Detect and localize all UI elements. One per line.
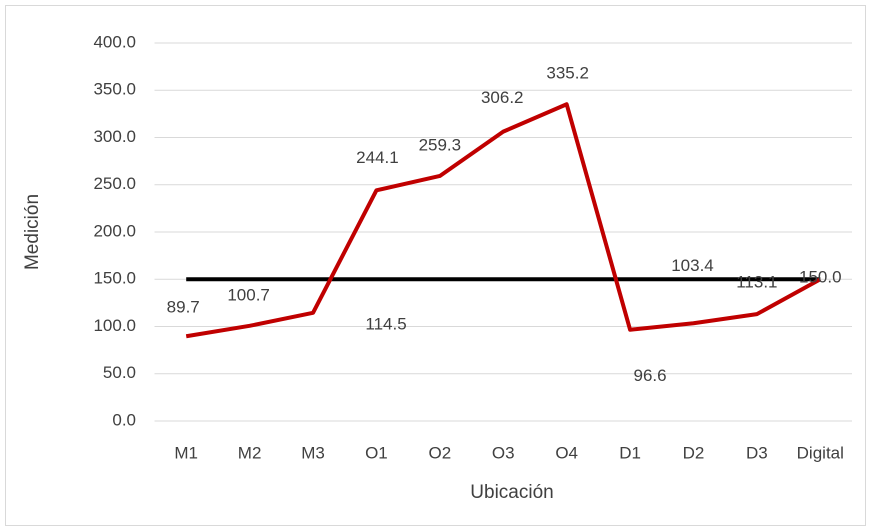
chart-border xyxy=(5,5,866,526)
x-tick-label: O1 xyxy=(365,443,388,462)
x-tick-label: D3 xyxy=(746,443,768,462)
y-tick-label: 400.0 xyxy=(93,32,136,51)
x-tick-label: D1 xyxy=(619,443,641,462)
data-label: 150.0 xyxy=(799,268,842,287)
x-axis-title: Ubicación xyxy=(470,482,553,503)
y-tick-label: 0.0 xyxy=(112,410,136,429)
data-label: 259.3 xyxy=(419,135,462,154)
data-label: 89.7 xyxy=(167,298,200,317)
y-tick-label: 100.0 xyxy=(93,316,136,335)
data-label: 103.4 xyxy=(671,256,714,275)
y-axis-title: Medición xyxy=(22,194,43,270)
data-label: 335.2 xyxy=(546,64,589,83)
y-tick-label: 200.0 xyxy=(93,221,136,240)
data-label: 100.7 xyxy=(227,285,270,304)
y-tick-label: 350.0 xyxy=(93,80,136,99)
series-line xyxy=(185,102,822,339)
data-label: 114.5 xyxy=(365,314,406,333)
data-label: 96.6 xyxy=(634,366,667,385)
x-tick-label: M1 xyxy=(174,443,198,462)
x-tick-label: O3 xyxy=(492,443,515,462)
x-tick-label: D2 xyxy=(683,443,705,462)
x-tick-label: Digital xyxy=(797,443,844,462)
data-label: 113.1 xyxy=(736,273,777,292)
x-tick-label: M3 xyxy=(301,443,325,462)
data-label: 244.1 xyxy=(356,148,399,167)
data-label: 306.2 xyxy=(481,88,524,107)
x-tick-label: O4 xyxy=(555,443,578,462)
y-tick-label: 150.0 xyxy=(93,269,136,288)
x-tick-label: O2 xyxy=(428,443,451,462)
y-tick-label: 250.0 xyxy=(93,174,136,193)
y-tick-label: 300.0 xyxy=(93,127,136,146)
x-tick-label: M2 xyxy=(238,443,262,462)
y-tick-label: 50.0 xyxy=(103,363,136,382)
